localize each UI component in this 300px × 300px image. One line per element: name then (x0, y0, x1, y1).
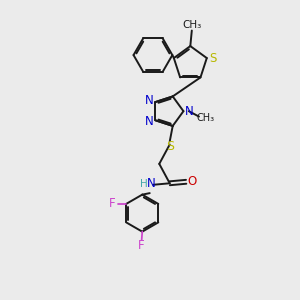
Text: S: S (166, 140, 174, 153)
Text: S: S (210, 52, 217, 64)
Text: CH₃: CH₃ (197, 113, 215, 123)
Text: N: N (145, 115, 154, 128)
Text: F: F (138, 239, 145, 252)
Text: CH₃: CH₃ (182, 20, 201, 30)
Text: N: N (145, 94, 154, 107)
Text: H: H (140, 178, 148, 189)
Text: O: O (188, 175, 197, 188)
Text: N: N (146, 177, 155, 190)
Text: F: F (109, 197, 115, 210)
Text: N: N (185, 105, 194, 118)
